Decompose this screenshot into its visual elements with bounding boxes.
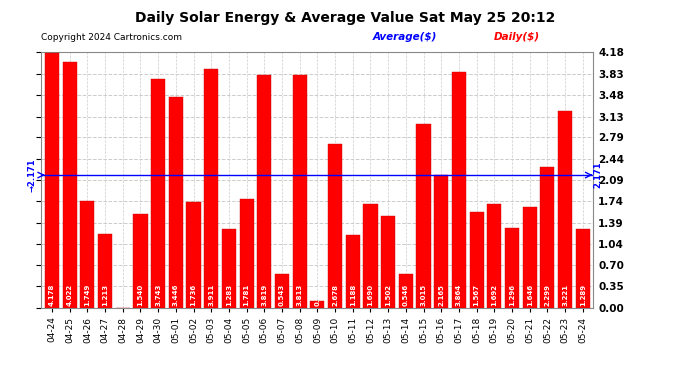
Bar xyxy=(434,176,448,308)
Bar xyxy=(45,53,59,308)
Text: 0.546: 0.546 xyxy=(403,284,409,306)
Text: 3.221: 3.221 xyxy=(562,284,568,306)
Bar xyxy=(399,274,413,308)
Bar xyxy=(133,213,148,308)
Text: 1.540: 1.540 xyxy=(137,284,144,306)
Bar xyxy=(575,229,590,308)
Text: 1.502: 1.502 xyxy=(385,284,391,306)
Bar xyxy=(186,202,201,308)
Text: 0.543: 0.543 xyxy=(279,284,285,306)
Text: 1.690: 1.690 xyxy=(368,284,373,306)
Text: →2.171: →2.171 xyxy=(27,158,36,192)
Text: 2.299: 2.299 xyxy=(544,284,551,306)
Text: Daily Solar Energy & Average Value Sat May 25 20:12: Daily Solar Energy & Average Value Sat M… xyxy=(135,11,555,25)
Bar xyxy=(346,235,360,308)
Bar xyxy=(540,167,555,308)
Bar xyxy=(151,79,165,308)
Text: 1.283: 1.283 xyxy=(226,284,232,306)
Text: 1.289: 1.289 xyxy=(580,284,586,306)
Text: 3.015: 3.015 xyxy=(420,284,426,306)
Bar xyxy=(381,216,395,308)
Text: 1.749: 1.749 xyxy=(84,284,90,306)
Bar xyxy=(63,62,77,308)
Bar xyxy=(310,302,324,307)
Text: 4.178: 4.178 xyxy=(49,284,55,306)
Bar xyxy=(257,75,271,308)
Bar xyxy=(522,207,537,308)
Bar xyxy=(98,234,112,308)
Bar xyxy=(222,229,236,308)
Bar xyxy=(558,111,572,308)
Bar xyxy=(80,201,95,308)
Bar xyxy=(470,212,484,308)
Bar xyxy=(505,228,519,308)
Text: 1.736: 1.736 xyxy=(190,284,197,306)
Bar xyxy=(364,204,377,308)
Text: Daily($): Daily($) xyxy=(494,32,540,42)
Bar xyxy=(417,124,431,308)
Bar xyxy=(328,144,342,308)
Text: Average($): Average($) xyxy=(373,32,437,42)
Text: 1.692: 1.692 xyxy=(491,284,497,306)
Text: 3.446: 3.446 xyxy=(173,284,179,306)
Text: 2.171: 2.171 xyxy=(594,162,603,188)
Text: 3.743: 3.743 xyxy=(155,284,161,306)
Bar xyxy=(293,75,307,307)
Bar xyxy=(487,204,502,308)
Text: 1.188: 1.188 xyxy=(350,284,356,306)
Text: 2.678: 2.678 xyxy=(332,284,338,306)
Text: 3.911: 3.911 xyxy=(208,284,215,306)
Text: 3.813: 3.813 xyxy=(297,284,303,306)
Bar xyxy=(169,97,183,308)
Bar xyxy=(275,274,289,308)
Bar xyxy=(452,72,466,308)
Text: 0.101: 0.101 xyxy=(315,284,320,306)
Text: 1.781: 1.781 xyxy=(244,284,250,306)
Text: 2.165: 2.165 xyxy=(438,284,444,306)
Text: 1.296: 1.296 xyxy=(509,284,515,306)
Text: 1.213: 1.213 xyxy=(102,284,108,306)
Bar xyxy=(204,69,218,308)
Bar xyxy=(239,199,254,308)
Text: 3.819: 3.819 xyxy=(262,284,267,306)
Text: Copyright 2024 Cartronics.com: Copyright 2024 Cartronics.com xyxy=(41,33,182,42)
Text: 1.567: 1.567 xyxy=(473,284,480,306)
Text: 1.646: 1.646 xyxy=(526,284,533,306)
Text: 4.022: 4.022 xyxy=(67,284,72,306)
Text: 3.864: 3.864 xyxy=(456,284,462,306)
